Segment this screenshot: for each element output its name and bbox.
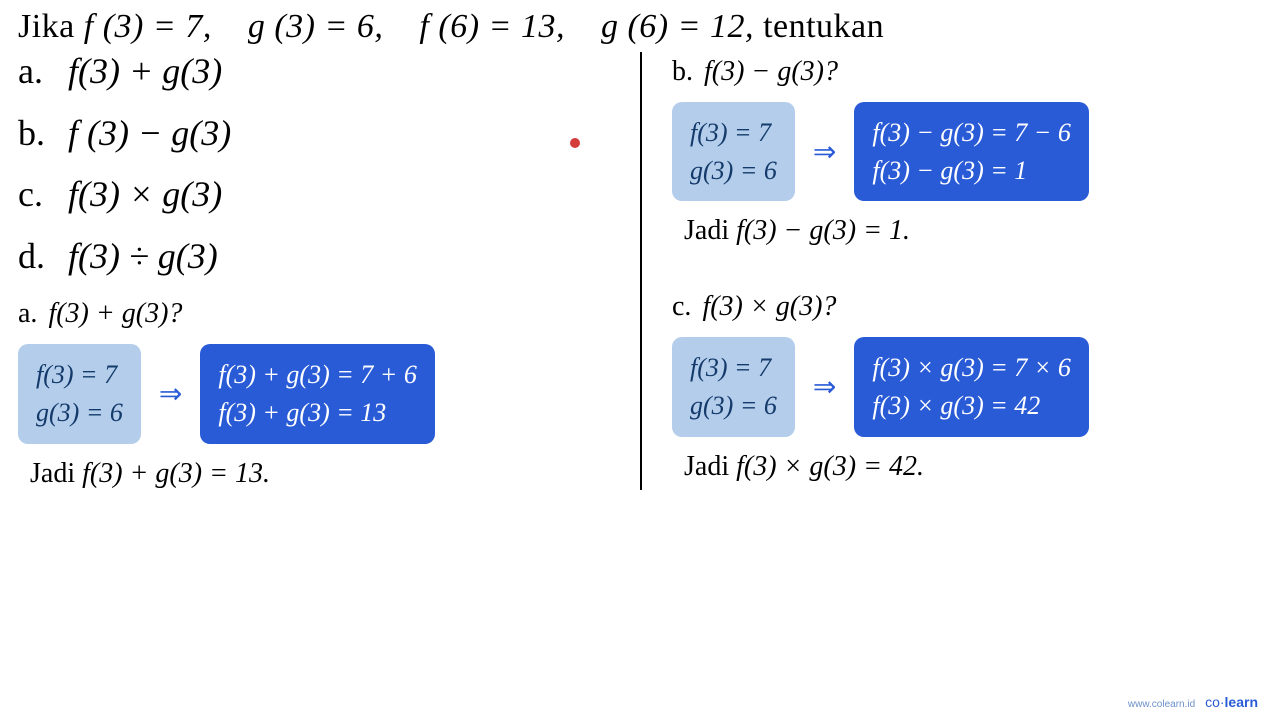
solution-a-letter: a.: [18, 298, 37, 329]
problem-d-expr: f(3) ÷ g(3): [68, 237, 218, 277]
problem-d: d. f(3) ÷ g(3): [18, 237, 610, 277]
problem-a: a. f(3) + g(3): [18, 52, 610, 92]
conclusion-c: Jadi f(3) × g(3) = 42.: [672, 451, 1262, 483]
problem-a-expr: f(3) + g(3): [68, 52, 222, 92]
concl-a-prefix: Jadi: [30, 458, 82, 489]
problem-c-letter: c.: [18, 175, 68, 215]
problem-c-expr: f(3) × g(3): [68, 175, 222, 215]
solution-b-title: b. f(3) − g(3)?: [672, 56, 1262, 88]
brand-pre: co: [1205, 694, 1220, 710]
problem-a-letter: a.: [18, 52, 68, 92]
sol-a-step1: f(3) + g(3) = 7 + 6: [218, 356, 417, 394]
problem-c: c. f(3) × g(3): [18, 175, 610, 215]
solution-b-letter: b.: [672, 56, 693, 87]
solution-b-row: f(3) = 7 g(3) = 6 ⇒ f(3) − g(3) = 7 − 6 …: [672, 102, 1262, 201]
concl-a-expr: f(3) + g(3) = 13.: [82, 458, 270, 489]
laser-pointer-icon: [570, 138, 580, 148]
problem-d-letter: d.: [18, 237, 68, 277]
solution-a-row: f(3) = 7 g(3) = 6 ⇒ f(3) + g(3) = 7 + 6 …: [18, 344, 610, 443]
content-columns: a. f(3) + g(3) b. f (3) − g(3) c. f(3) ×…: [0, 52, 1280, 490]
conclusion-a: Jadi f(3) + g(3) = 13.: [18, 458, 610, 490]
left-column: a. f(3) + g(3) b. f (3) − g(3) c. f(3) ×…: [18, 52, 640, 490]
arrow-icon: ⇒: [813, 370, 836, 404]
right-column: b. f(3) − g(3)? f(3) = 7 g(3) = 6 ⇒ f(3)…: [640, 52, 1262, 490]
sol-a-step2: f(3) + g(3) = 13: [218, 394, 417, 432]
concl-b-expr: f(3) − g(3) = 1.: [736, 215, 910, 246]
concl-b-prefix: Jadi: [684, 215, 736, 246]
sol-c-step1: f(3) × g(3) = 7 × 6: [872, 349, 1071, 387]
header-g3: g (3) = 6,: [248, 8, 384, 45]
given-f3: f(3) = 7: [36, 356, 123, 394]
header-f3: f (3) = 7,: [84, 8, 212, 45]
solution-c-letter: c.: [672, 291, 691, 322]
sol-c-step2: f(3) × g(3) = 42: [872, 387, 1071, 425]
problem-b-letter: b.: [18, 114, 68, 154]
problem-statement: Jika f (3) = 7, g (3) = 6, f (6) = 13, g…: [0, 0, 1280, 52]
problem-b: b. f (3) − g(3): [18, 114, 610, 154]
given-g3-b: g(3) = 6: [690, 152, 777, 190]
problem-list: a. f(3) + g(3) b. f (3) − g(3) c. f(3) ×…: [18, 52, 610, 276]
header-prefix: Jika: [18, 8, 84, 45]
footer-site: www.colearn.id: [1128, 699, 1195, 710]
given-f3-c: f(3) = 7: [690, 349, 777, 387]
solution-a-expr: f(3) + g(3)?: [48, 298, 182, 329]
header-suffix: tentukan: [763, 8, 884, 45]
brand-post: learn: [1225, 694, 1258, 710]
conclusion-b: Jadi f(3) − g(3) = 1.: [672, 215, 1262, 247]
given-f3-b: f(3) = 7: [690, 114, 777, 152]
solution-c-expr: f(3) × g(3)?: [702, 291, 836, 322]
solution-c-title: c. f(3) × g(3)?: [672, 291, 1262, 323]
given-box-b: f(3) = 7 g(3) = 6: [672, 102, 795, 201]
arrow-icon: ⇒: [159, 377, 182, 411]
header-g6: g (6) = 12,: [601, 8, 754, 45]
solution-b-expr: f(3) − g(3)?: [704, 56, 838, 87]
given-box-a: f(3) = 7 g(3) = 6: [18, 344, 141, 443]
solution-c-row: f(3) = 7 g(3) = 6 ⇒ f(3) × g(3) = 7 × 6 …: [672, 337, 1262, 436]
given-g3-c: g(3) = 6: [690, 387, 777, 425]
given-box-c: f(3) = 7 g(3) = 6: [672, 337, 795, 436]
problem-b-expr: f (3) − g(3): [68, 114, 231, 154]
result-box-c: f(3) × g(3) = 7 × 6 f(3) × g(3) = 42: [854, 337, 1089, 436]
concl-c-prefix: Jadi: [684, 451, 736, 482]
result-box-b: f(3) − g(3) = 7 − 6 f(3) − g(3) = 1: [854, 102, 1089, 201]
given-g3: g(3) = 6: [36, 394, 123, 432]
sol-b-step2: f(3) − g(3) = 1: [872, 152, 1071, 190]
concl-c-expr: f(3) × g(3) = 42.: [736, 451, 924, 482]
solution-a-title: a. f(3) + g(3)?: [18, 298, 610, 330]
sol-b-step1: f(3) − g(3) = 7 − 6: [872, 114, 1071, 152]
footer-brand: www.colearn.id co·learn: [1128, 694, 1258, 710]
result-box-a: f(3) + g(3) = 7 + 6 f(3) + g(3) = 13: [200, 344, 435, 443]
header-f6: f (6) = 13,: [419, 8, 565, 45]
arrow-icon: ⇒: [813, 135, 836, 169]
